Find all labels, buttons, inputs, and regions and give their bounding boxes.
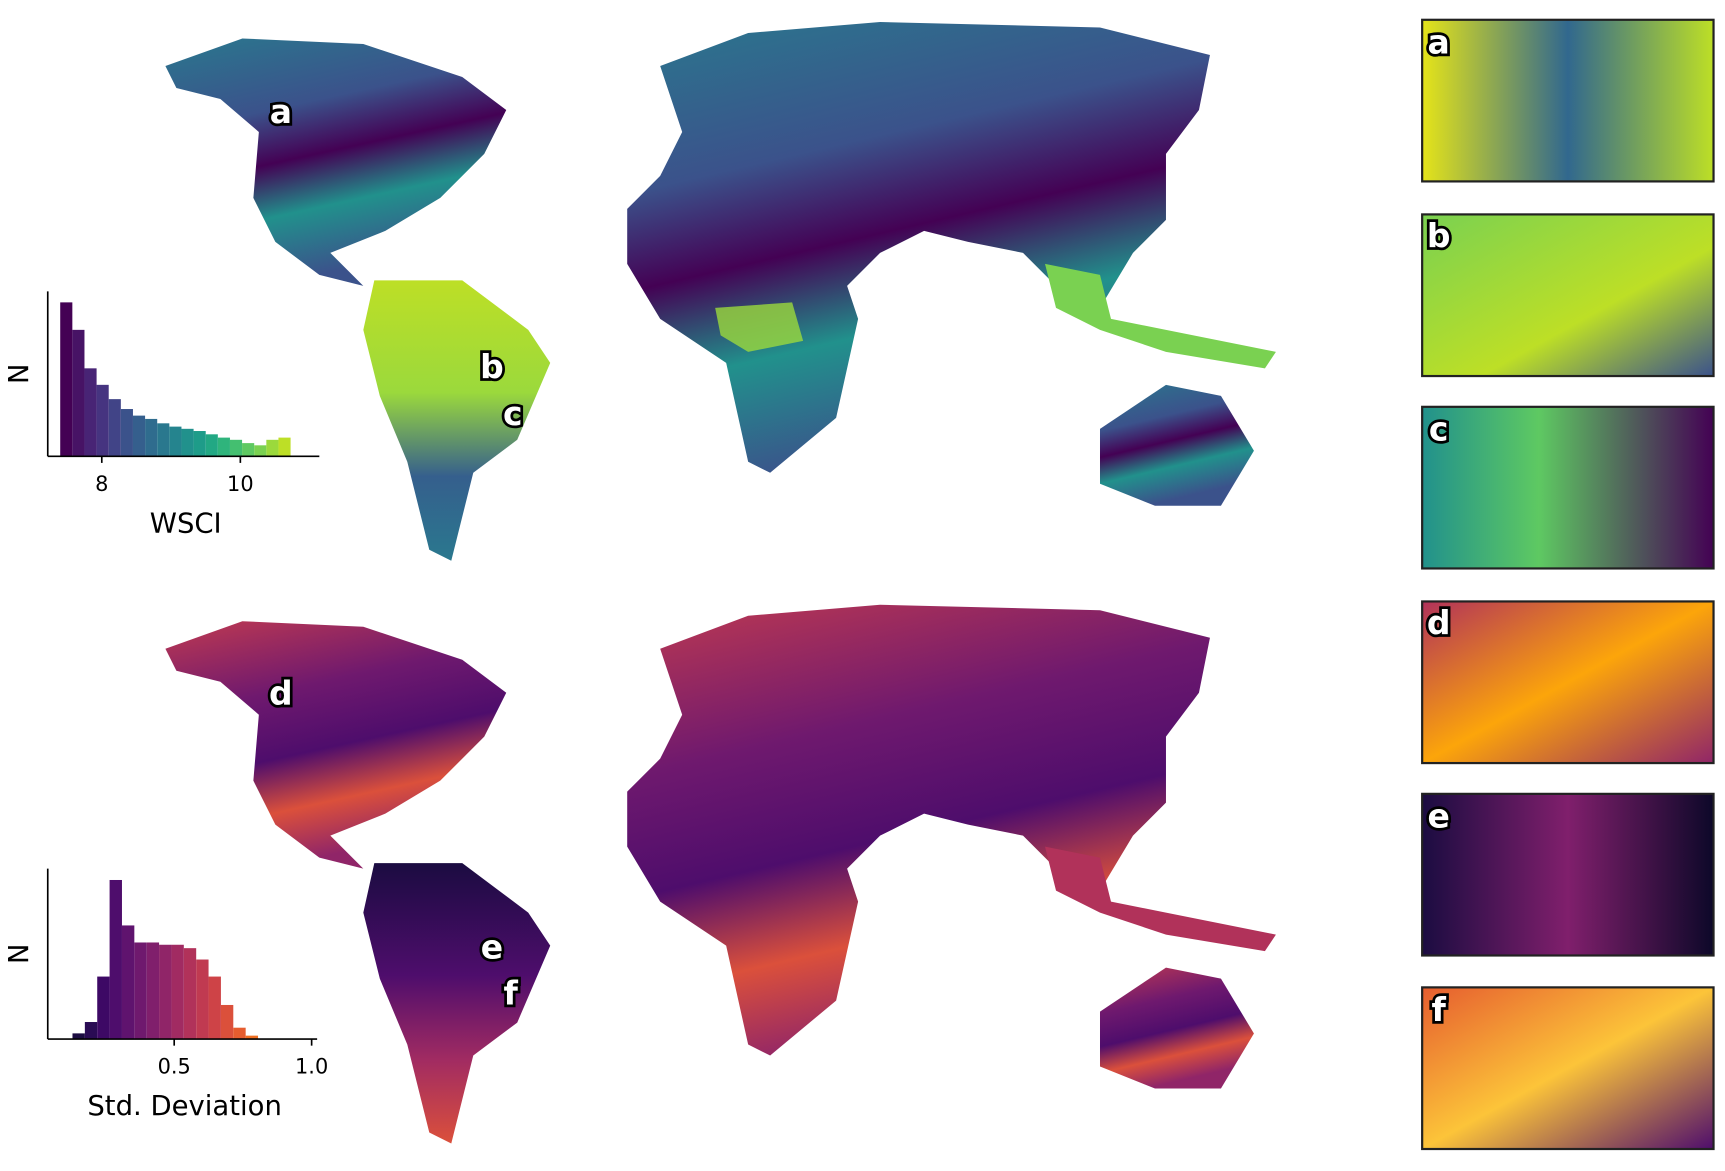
inset-label: b <box>1427 216 1451 255</box>
map-label: f <box>503 974 518 1013</box>
inset <box>1421 600 1715 765</box>
bar <box>60 302 73 457</box>
bar <box>229 439 243 457</box>
x-tick-label: 0.5 <box>158 1055 191 1079</box>
australia <box>1099 967 1254 1089</box>
bar <box>205 434 218 457</box>
inset <box>1421 792 1715 957</box>
bar <box>169 426 182 457</box>
bar <box>145 418 158 457</box>
bar <box>72 329 85 457</box>
eurasia-africa <box>627 21 1210 473</box>
inset-label: f <box>1431 990 1446 1029</box>
inset <box>1421 405 1715 570</box>
bar <box>217 437 230 457</box>
bar <box>220 1004 234 1040</box>
wsci-map <box>165 21 1276 561</box>
eurasia-africa <box>627 604 1210 1056</box>
std-map <box>165 604 1276 1144</box>
bar <box>146 942 160 1040</box>
africa-savanna <box>715 302 804 352</box>
north-america <box>165 621 507 869</box>
inset-label: c <box>1429 410 1449 449</box>
map-label: a <box>270 92 292 131</box>
bar <box>266 439 279 457</box>
x-tick-label: 10 <box>227 472 254 496</box>
bar <box>134 942 147 1040</box>
south-america <box>363 863 551 1144</box>
south-america <box>363 280 551 561</box>
bar <box>97 976 110 1040</box>
inset <box>1421 986 1715 1151</box>
map-label: e <box>481 927 503 966</box>
bar <box>233 1027 246 1040</box>
bar <box>96 384 109 457</box>
x-axis-label: WSCI <box>150 507 222 539</box>
bar <box>254 445 267 457</box>
bar <box>193 431 206 457</box>
bar <box>157 423 170 457</box>
bar <box>132 415 146 457</box>
bar <box>120 409 133 457</box>
map-label: b <box>480 347 504 386</box>
map-label: d <box>269 673 293 712</box>
bar <box>245 1035 259 1040</box>
map-label: c <box>503 394 523 433</box>
bar <box>108 399 121 457</box>
bar <box>183 948 197 1040</box>
inset-label: d <box>1427 603 1451 642</box>
bar <box>171 944 184 1040</box>
y-axis-label: N <box>3 364 35 385</box>
bar <box>109 879 122 1040</box>
bar <box>181 428 194 457</box>
bar <box>84 1022 98 1040</box>
bar <box>159 944 172 1040</box>
x-tick-label: 1.0 <box>295 1055 328 1079</box>
bar <box>121 925 135 1040</box>
y-axis-label: N <box>3 944 35 965</box>
bar <box>72 1033 85 1040</box>
inset <box>1421 213 1715 378</box>
x-tick-label: 8 <box>95 472 108 496</box>
inset-label: e <box>1427 797 1449 836</box>
north-america <box>165 38 507 286</box>
se-asia <box>1045 846 1276 952</box>
inset <box>1421 18 1715 183</box>
se-asia <box>1045 263 1276 369</box>
bar <box>84 368 97 457</box>
bar <box>208 976 221 1040</box>
australia <box>1099 384 1254 506</box>
bar <box>196 959 209 1040</box>
inset-label: a <box>1428 22 1450 61</box>
x-axis-label: Std. Deviation <box>87 1090 282 1122</box>
bar <box>242 443 255 457</box>
bar <box>278 437 291 457</box>
